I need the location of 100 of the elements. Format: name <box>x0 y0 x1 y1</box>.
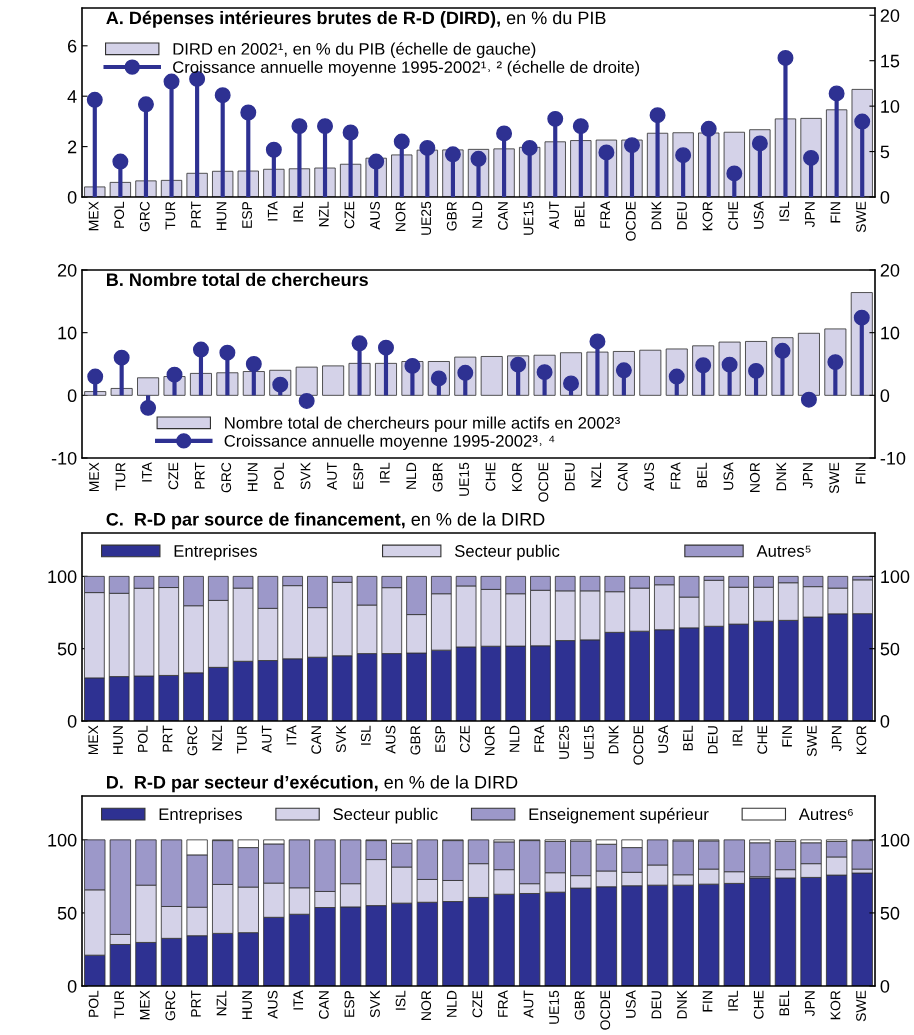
x-tick-label: NOR <box>749 462 760 492</box>
x-tick-label: DEU <box>651 991 662 1019</box>
y2-tick-label: 5 <box>880 145 890 159</box>
x-tick-label: ITA <box>267 201 278 221</box>
y2-tick-label: 0 <box>880 714 890 728</box>
x-tick-label: CZE <box>344 201 355 229</box>
y2-tick-label: 100 <box>881 833 910 847</box>
legend-label: Enseignement supérieur <box>529 807 709 824</box>
x-tick-label: POL <box>137 725 148 752</box>
y2-tick-label: 50 <box>880 642 900 656</box>
legend-label: Nombre total de chercheurs pour mille actifs en 2002³ <box>225 416 620 433</box>
y-tick-label: 0 <box>67 190 77 204</box>
x-tick-label: MEX <box>89 462 99 492</box>
legend-label: Autres⁶ <box>798 808 853 821</box>
legend-label: Secteur public <box>454 544 560 561</box>
x-tick-label: AUS <box>385 725 396 754</box>
x-tick-label: GBR <box>432 462 443 492</box>
y-tick-label: 0 <box>67 714 77 728</box>
x-tick-label: FIN <box>702 991 713 1012</box>
x-tick-label: TUR <box>165 201 176 230</box>
y-tick-label: 6 <box>68 39 77 53</box>
legend-label: Entreprises <box>174 544 257 561</box>
x-tick-label: ITA <box>293 990 304 1010</box>
x-tick-label: PRT <box>194 462 205 489</box>
x-tick-label: HUN <box>242 991 252 1020</box>
x-tick-label: AUT <box>523 990 534 1018</box>
x-tick-label: SWE <box>806 725 817 757</box>
chart-title: A. Dépenses intérieures brutes de R-D (DIRD), <box>106 10 500 28</box>
y-tick-label: 0 <box>67 979 77 993</box>
x-tick-label: ITA <box>286 725 297 745</box>
x-tick-label: GBR <box>446 201 457 231</box>
x-tick-label: AUS <box>267 990 278 1019</box>
x-tick-label: OCDE <box>625 201 636 241</box>
x-tick-label: ESP <box>344 990 355 1017</box>
x-tick-label: JPN <box>802 463 813 489</box>
x-tick-label: TUR <box>237 725 247 754</box>
x-tick-label: PRT <box>162 725 173 752</box>
x-tick-label: BEL <box>697 462 707 488</box>
x-tick-label: JPN <box>805 991 815 1017</box>
x-tick-label: CAN <box>318 991 329 1019</box>
x-tick-label: ISL <box>779 201 790 221</box>
y2-tick-label: 15 <box>881 54 900 68</box>
x-tick-label: NOR <box>395 201 406 231</box>
x-tick-label: HUN <box>113 726 123 755</box>
x-tick-label: SVK <box>300 462 311 490</box>
x-tick-label: IRL <box>380 462 390 483</box>
chart-title: D. R-D par secteur d’exécution, <box>107 775 378 793</box>
x-tick-label: TUR <box>114 990 125 1019</box>
x-tick-label: UE15 <box>459 462 470 496</box>
x-tick-label: FIN <box>782 726 792 747</box>
x-tick-label: ISL <box>360 725 371 745</box>
x-tick-label: CZE <box>472 990 483 1018</box>
x-tick-label: NLD <box>509 725 520 752</box>
x-tick-label: OCDE <box>538 462 549 502</box>
x-tick-label: DNK <box>651 201 662 230</box>
y2-tick-label: 20 <box>880 9 900 22</box>
x-tick-label: CHE <box>728 201 739 230</box>
x-tick-label: NZL <box>212 725 222 751</box>
x-tick-label: UE25 <box>421 201 432 235</box>
x-tick-label: SWE <box>856 990 866 1022</box>
x-tick-label: AUT <box>261 725 272 753</box>
x-tick-label: ESP <box>435 725 446 752</box>
y-tick-label: 20 <box>57 263 77 277</box>
x-tick-label: NZL <box>319 201 329 227</box>
x-tick-label: NLD <box>472 201 483 228</box>
legend-label: Croissance annuelle moyenne 1995-2002³˒ ⁴ <box>224 434 555 451</box>
x-tick-label: NOR <box>421 990 432 1020</box>
y2-tick-label: 0 <box>880 190 890 204</box>
x-tick-label: OCDE <box>600 990 611 1030</box>
y-tick-label: 0 <box>67 389 77 403</box>
x-tick-label: NZL <box>216 990 227 1016</box>
x-tick-label: USA <box>658 725 669 753</box>
y2-tick-label: 10 <box>881 100 900 113</box>
x-tick-label: USA <box>723 462 734 490</box>
x-tick-label: KOR <box>702 201 713 231</box>
x-tick-label: AUS <box>370 201 380 230</box>
x-tick-label: CZE <box>460 725 470 753</box>
x-tick-label: CHE <box>485 462 496 491</box>
x-tick-label: SVK <box>336 725 346 753</box>
x-tick-label: BEL <box>683 725 693 751</box>
x-tick-label: BEL <box>779 990 790 1016</box>
x-tick-label: GRC <box>187 725 198 756</box>
x-tick-label: DEU <box>677 202 687 230</box>
x-tick-label: CAN <box>617 463 628 491</box>
x-tick-label: GRC <box>221 462 232 493</box>
chart-subtitle: en % de la DIRD <box>384 775 518 789</box>
x-tick-label: POL <box>114 201 125 228</box>
x-tick-label: FRA <box>600 201 610 228</box>
x-tick-label: USA <box>625 990 636 1018</box>
y2-tick-label: 100 <box>881 570 910 584</box>
x-tick-label: IRL <box>728 990 738 1011</box>
x-tick-label: FRA <box>498 990 508 1017</box>
x-tick-label: TUR <box>115 462 126 491</box>
y2-tick-label: 0 <box>880 389 890 403</box>
x-tick-label: MEX <box>88 201 99 231</box>
legend-label: Croissance annuelle moyenne 1995-2002¹˒ ² (échelle de droite) <box>173 60 640 77</box>
x-tick-label: BEL <box>574 201 585 227</box>
x-tick-label: SWE <box>856 201 866 233</box>
y-tick-label: 100 <box>48 833 77 847</box>
x-tick-label: DNK <box>776 462 787 491</box>
